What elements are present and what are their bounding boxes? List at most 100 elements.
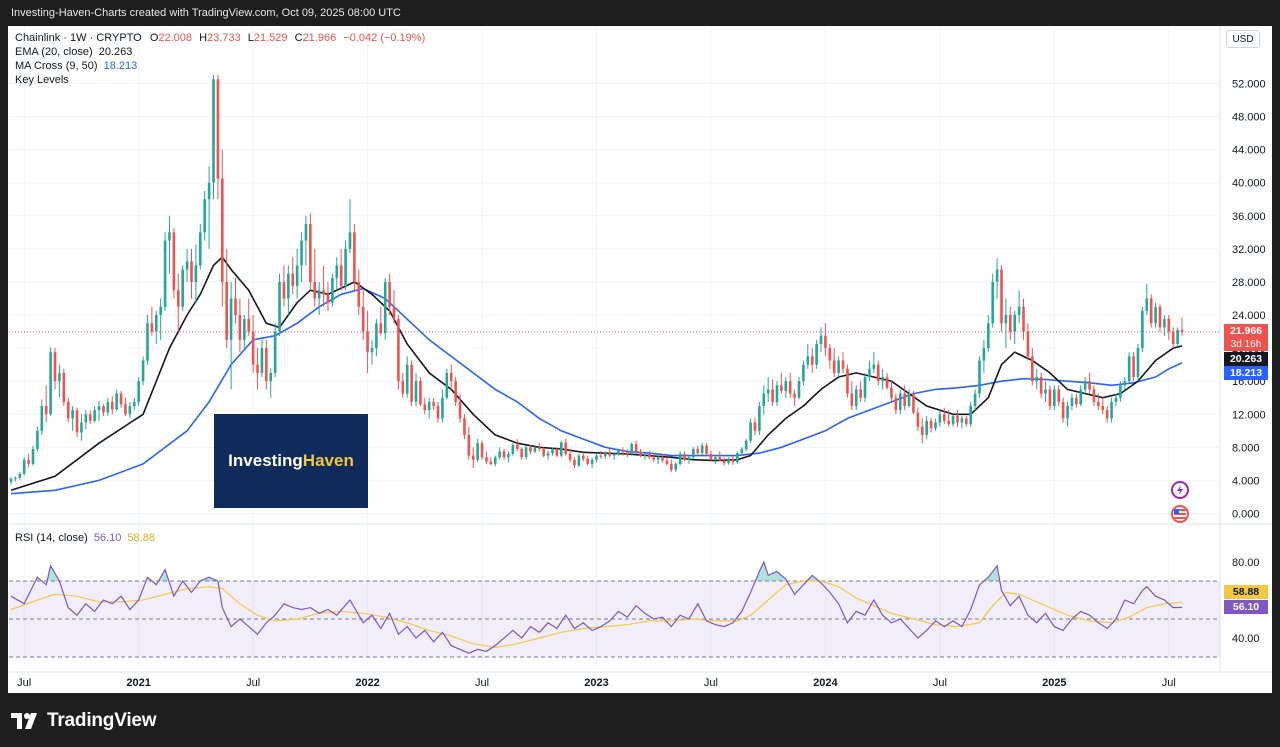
ema-price-tag: 20.263	[1224, 352, 1268, 366]
x-tick-label: 2021	[126, 677, 150, 689]
candle-body	[282, 281, 286, 299]
candle-body	[1132, 356, 1135, 378]
candle-body	[110, 401, 114, 410]
candle-body	[1031, 356, 1034, 382]
candle-body	[559, 442, 563, 456]
rsi-line	[10, 560, 1183, 654]
candle-body	[344, 248, 347, 287]
candle-body	[401, 381, 405, 394]
candle-body	[71, 410, 74, 419]
candle-body	[18, 473, 22, 478]
candle-body	[485, 457, 488, 462]
candle-body	[740, 448, 744, 454]
candle-body	[44, 405, 48, 415]
candle-body	[595, 455, 598, 460]
candle-body	[181, 269, 184, 307]
candle-body	[573, 459, 576, 466]
candle-body	[502, 451, 506, 458]
candle-body	[1167, 319, 1171, 332]
candle-body	[357, 281, 361, 307]
us-flag-icon[interactable]	[1171, 505, 1189, 523]
candle-body	[537, 447, 541, 449]
candle-body	[758, 405, 761, 431]
ema-legend[interactable]: EMA (20, close) 20.263	[15, 46, 132, 58]
candle-body	[454, 381, 457, 402]
chart-header: Investing-Haven-Charts created with Trad…	[0, 0, 1280, 26]
footer	[0, 693, 1280, 747]
candle-body	[652, 457, 656, 460]
candle-body	[221, 178, 224, 282]
candle-body	[216, 79, 220, 179]
candle-body	[313, 281, 317, 299]
candle-body	[414, 381, 418, 402]
rsi-y-tick-label: 40.00	[1232, 633, 1260, 645]
candle-body	[1039, 377, 1043, 394]
candle-body	[154, 315, 158, 332]
candle-body	[722, 460, 726, 464]
candle-body	[1017, 306, 1021, 316]
candle-body	[546, 453, 550, 456]
rsi-legend[interactable]: RSI (14, close) 56.10 58.88	[15, 532, 155, 544]
ema-label: EMA (20, close)	[15, 46, 93, 58]
candle-body	[445, 372, 449, 398]
ma-value: 18.213	[103, 60, 138, 72]
candle-body	[419, 381, 422, 405]
candle-body	[190, 261, 193, 282]
candle-body	[1000, 269, 1003, 324]
candle-body	[947, 420, 950, 425]
candle-body	[9, 478, 13, 483]
candle-body	[168, 232, 171, 241]
candle-body	[868, 368, 871, 378]
x-tick-label: 2023	[584, 677, 608, 689]
candle-body	[991, 281, 995, 324]
candle-body	[102, 405, 105, 413]
currency-button[interactable]: USD	[1226, 30, 1260, 48]
symbol-legend[interactable]: Chainlink · 1W · CRYPTO O22.008 H23.733 …	[15, 32, 425, 44]
candle-body	[608, 453, 612, 456]
candle-body	[322, 290, 325, 295]
candle-body	[973, 393, 977, 406]
key-levels-legend[interactable]: Key Levels	[15, 74, 69, 86]
candle-body	[93, 410, 96, 421]
candle-body	[718, 457, 722, 461]
lightning-icon[interactable]	[1171, 481, 1189, 499]
candle-body	[493, 457, 497, 464]
candle-body	[903, 393, 906, 406]
candle-body	[942, 414, 946, 421]
candle-body	[806, 356, 810, 365]
candle-body	[586, 458, 589, 464]
candle-body	[366, 331, 369, 353]
candle-body	[62, 372, 66, 402]
candle-body	[1088, 381, 1091, 390]
candle-body	[714, 457, 717, 460]
candle-body	[379, 323, 383, 334]
tradingview-brand[interactable]: TradingView	[11, 710, 157, 732]
ma-legend[interactable]: MA Cross (9, 50) 18.213	[15, 60, 137, 72]
candle-body	[934, 422, 937, 429]
candle-body	[247, 319, 251, 332]
axis-layer: 0.0004.0008.00012.00016.00020.00024.0002…	[17, 78, 1265, 689]
candle-body	[194, 265, 198, 282]
candle-body	[256, 364, 259, 373]
candle-body	[300, 240, 303, 266]
change-value: −0.042 (−0.19%)	[343, 32, 426, 44]
candle-body	[832, 360, 836, 373]
close-value: 21.966	[302, 32, 337, 44]
candle-body	[265, 348, 268, 382]
candle-body	[463, 418, 466, 435]
candle-body	[1053, 389, 1056, 406]
tradingview-brand-name: TradingView	[47, 710, 157, 731]
x-tick-label: Jul	[475, 677, 489, 689]
candle-body	[639, 451, 642, 456]
candle-body	[960, 418, 964, 423]
candle-body	[626, 452, 629, 454]
candle-body	[753, 422, 757, 431]
candle-body	[480, 443, 484, 458]
x-tick-label: Jul	[17, 677, 31, 689]
rsi-value: 56.10	[93, 532, 122, 544]
candle-body	[317, 290, 321, 299]
candle-body	[766, 389, 770, 394]
candle-body	[1057, 389, 1061, 402]
candle-body	[951, 415, 955, 425]
